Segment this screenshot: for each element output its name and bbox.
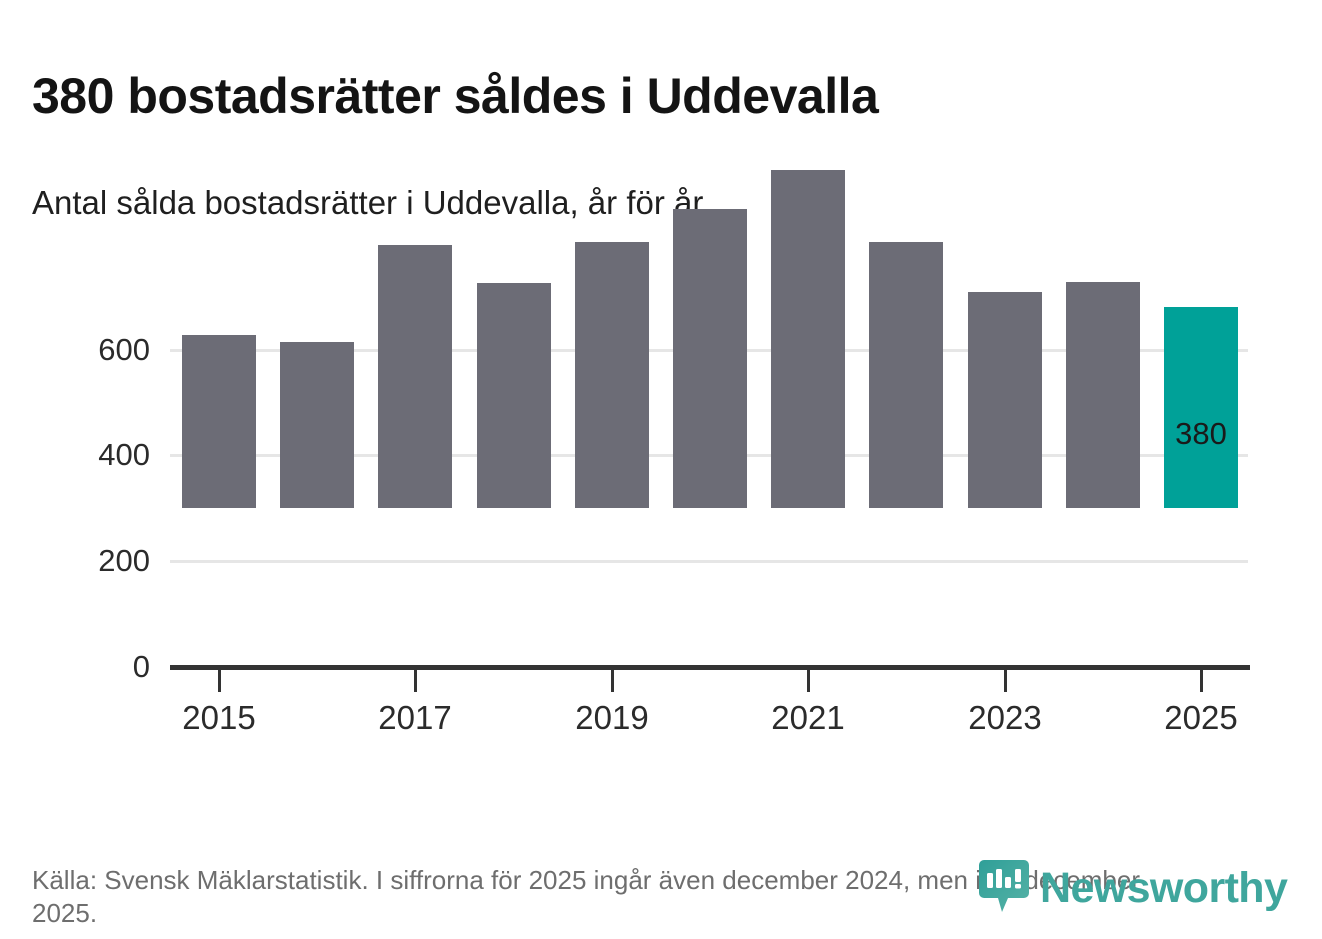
x-axis-tick: [414, 670, 417, 692]
bar-2018[interactable]: [477, 283, 551, 508]
x-axis-tick-label-2021: 2021: [771, 699, 845, 736]
bar-2024[interactable]: [1066, 282, 1140, 508]
x-axis-tick: [611, 670, 614, 692]
page-title: 380 bostadsrätter såldes i Uddevalla: [32, 67, 879, 124]
x-axis-tick: [807, 670, 810, 692]
newsworthy-wordmark: Newsworthy: [1040, 864, 1288, 912]
bar-2021[interactable]: [771, 170, 845, 508]
x-axis-line: [170, 665, 1250, 670]
x-axis-tick-label-2015: 2015: [182, 699, 256, 736]
bar-2019[interactable]: [575, 242, 649, 508]
chart-subtitle: Antal sålda bostadsrätter i Uddevalla, å…: [32, 184, 704, 222]
y-axis-tick-label: 600: [98, 331, 150, 367]
bar-2020[interactable]: [673, 209, 747, 508]
gridline: [170, 560, 1248, 564]
bar-2017[interactable]: [378, 245, 452, 508]
source-note: Källa: Svensk Mäklarstatistik. I siffror…: [32, 865, 1140, 929]
y-axis-tick-label: 400: [98, 437, 150, 473]
bar-2023[interactable]: [968, 292, 1042, 508]
x-axis-tick-label-2019: 2019: [575, 699, 649, 736]
bar-2022[interactable]: [869, 242, 943, 508]
bar-2015[interactable]: [182, 335, 256, 508]
bar-chart-plot: 0 200 400 600 380 2015 2017 2019 2021 2023 2025: [98, 170, 1250, 736]
newsworthy-bubble-barchart-icon: [978, 858, 1030, 919]
y-axis-tick-label: 0: [132, 649, 150, 684]
x-axis-tick: [1004, 670, 1007, 692]
x-axis-tick: [218, 670, 221, 692]
bar-2016[interactable]: [280, 342, 354, 508]
x-axis-tick: [1200, 670, 1203, 692]
bar-value-label-2025: 380: [1175, 416, 1227, 451]
newsworthy-logo: Newsworthy: [978, 858, 1288, 919]
x-axis-tick-label-2017: 2017: [378, 699, 452, 736]
x-axis-tick-label-2023: 2023: [968, 699, 1042, 736]
x-axis-tick-label-2025: 2025: [1164, 699, 1238, 736]
bar-2025[interactable]: [1164, 307, 1238, 508]
y-axis-tick-label: 200: [98, 543, 150, 579]
